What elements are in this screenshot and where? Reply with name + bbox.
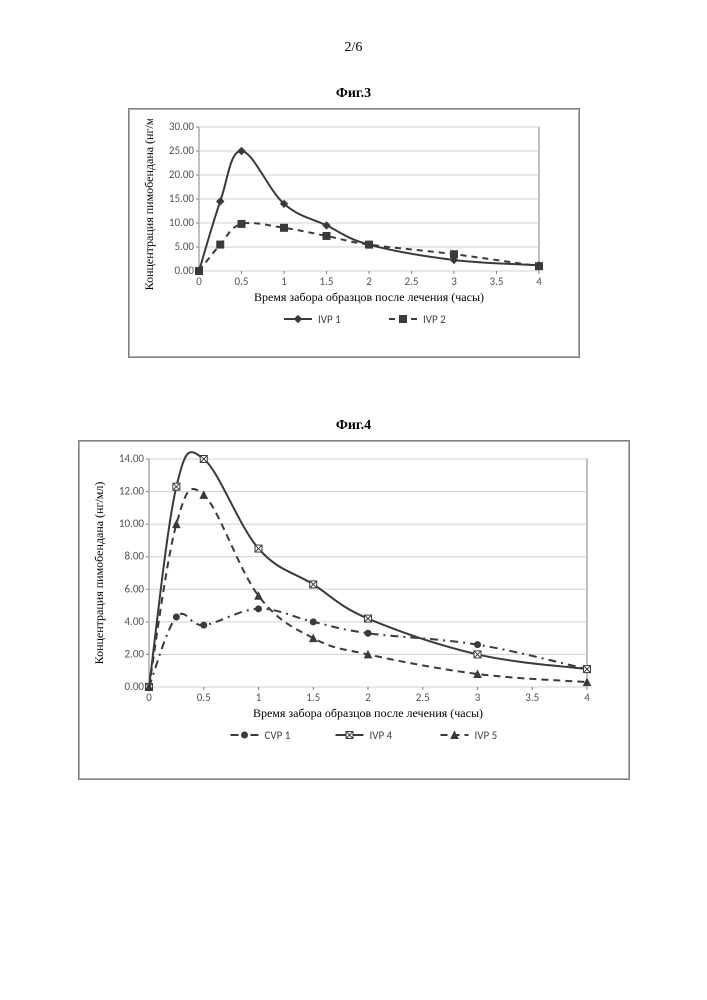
svg-text:10.00: 10.00 bbox=[168, 216, 194, 229]
svg-text:5.00: 5.00 bbox=[174, 240, 194, 253]
svg-text:1.5: 1.5 bbox=[319, 275, 333, 288]
svg-text:IVP 2: IVP 2 bbox=[423, 313, 446, 326]
svg-text:2.5: 2.5 bbox=[415, 691, 429, 704]
svg-text:0.5: 0.5 bbox=[234, 275, 248, 288]
page-number: 2/6 bbox=[60, 40, 647, 56]
svg-text:0: 0 bbox=[196, 275, 202, 288]
svg-text:0.5: 0.5 bbox=[196, 691, 210, 704]
fig3-chart: 0.00 5.00 10.00 15.00 20.00 25.00 30.00 0 0.5 1 1.… bbox=[128, 108, 580, 358]
fig4-chart: 0.00 2.00 4.00 6.00 8.00 10.00 12.00 14.00 0 0.5 1… bbox=[78, 440, 630, 780]
svg-text:0: 0 bbox=[146, 691, 152, 704]
svg-text:1: 1 bbox=[281, 275, 287, 288]
svg-text:30.00: 30.00 bbox=[168, 120, 194, 133]
svg-text:4: 4 bbox=[536, 275, 542, 288]
svg-text:25.00: 25.00 bbox=[168, 144, 194, 157]
svg-text:3.5: 3.5 bbox=[489, 275, 503, 288]
svg-text:3.5: 3.5 bbox=[525, 691, 539, 704]
svg-text:4: 4 bbox=[584, 691, 590, 704]
svg-text:2: 2 bbox=[365, 691, 371, 704]
svg-text:20.00: 20.00 bbox=[168, 168, 194, 181]
svg-text:Время забора образцов после ле: Время забора образцов после лечения (час… bbox=[252, 706, 482, 720]
svg-text:0.00: 0.00 bbox=[124, 680, 144, 693]
svg-text:Концентрация пимобендана (нг/м: Концентрация пимобендана (нг/мл) bbox=[92, 482, 106, 665]
svg-text:IVP 5: IVP 5 bbox=[474, 729, 497, 742]
svg-text:2: 2 bbox=[366, 275, 372, 288]
svg-text:1: 1 bbox=[255, 691, 261, 704]
svg-text:4.00: 4.00 bbox=[124, 615, 144, 628]
svg-text:6.00: 6.00 bbox=[124, 582, 144, 595]
fig3-title: Фиг.3 bbox=[60, 86, 647, 102]
svg-text:2.5: 2.5 bbox=[404, 275, 418, 288]
svg-text:12.00: 12.00 bbox=[118, 485, 144, 498]
svg-text:0.00: 0.00 bbox=[174, 264, 194, 277]
svg-text:8.00: 8.00 bbox=[124, 550, 144, 563]
svg-text:3: 3 bbox=[451, 275, 457, 288]
svg-text:Концентрация пимобендана (нг/м: Концентрация пимобендана (нг/мл) bbox=[142, 119, 156, 290]
svg-text:3: 3 bbox=[474, 691, 480, 704]
svg-text:Время забора образцов после ле: Время забора образцов после лечения (час… bbox=[253, 290, 483, 304]
fig4-title: Фиг.4 bbox=[60, 418, 647, 434]
svg-text:2.00: 2.00 bbox=[124, 647, 144, 660]
svg-text:CVP 1: CVP 1 bbox=[264, 729, 290, 742]
svg-text:1.5: 1.5 bbox=[306, 691, 320, 704]
svg-text:10.00: 10.00 bbox=[118, 517, 144, 530]
svg-text:IVP 4: IVP 4 bbox=[369, 729, 392, 742]
svg-text:14.00: 14.00 bbox=[118, 452, 144, 465]
svg-text:IVP 1: IVP 1 bbox=[318, 313, 341, 326]
svg-text:15.00: 15.00 bbox=[168, 192, 194, 205]
